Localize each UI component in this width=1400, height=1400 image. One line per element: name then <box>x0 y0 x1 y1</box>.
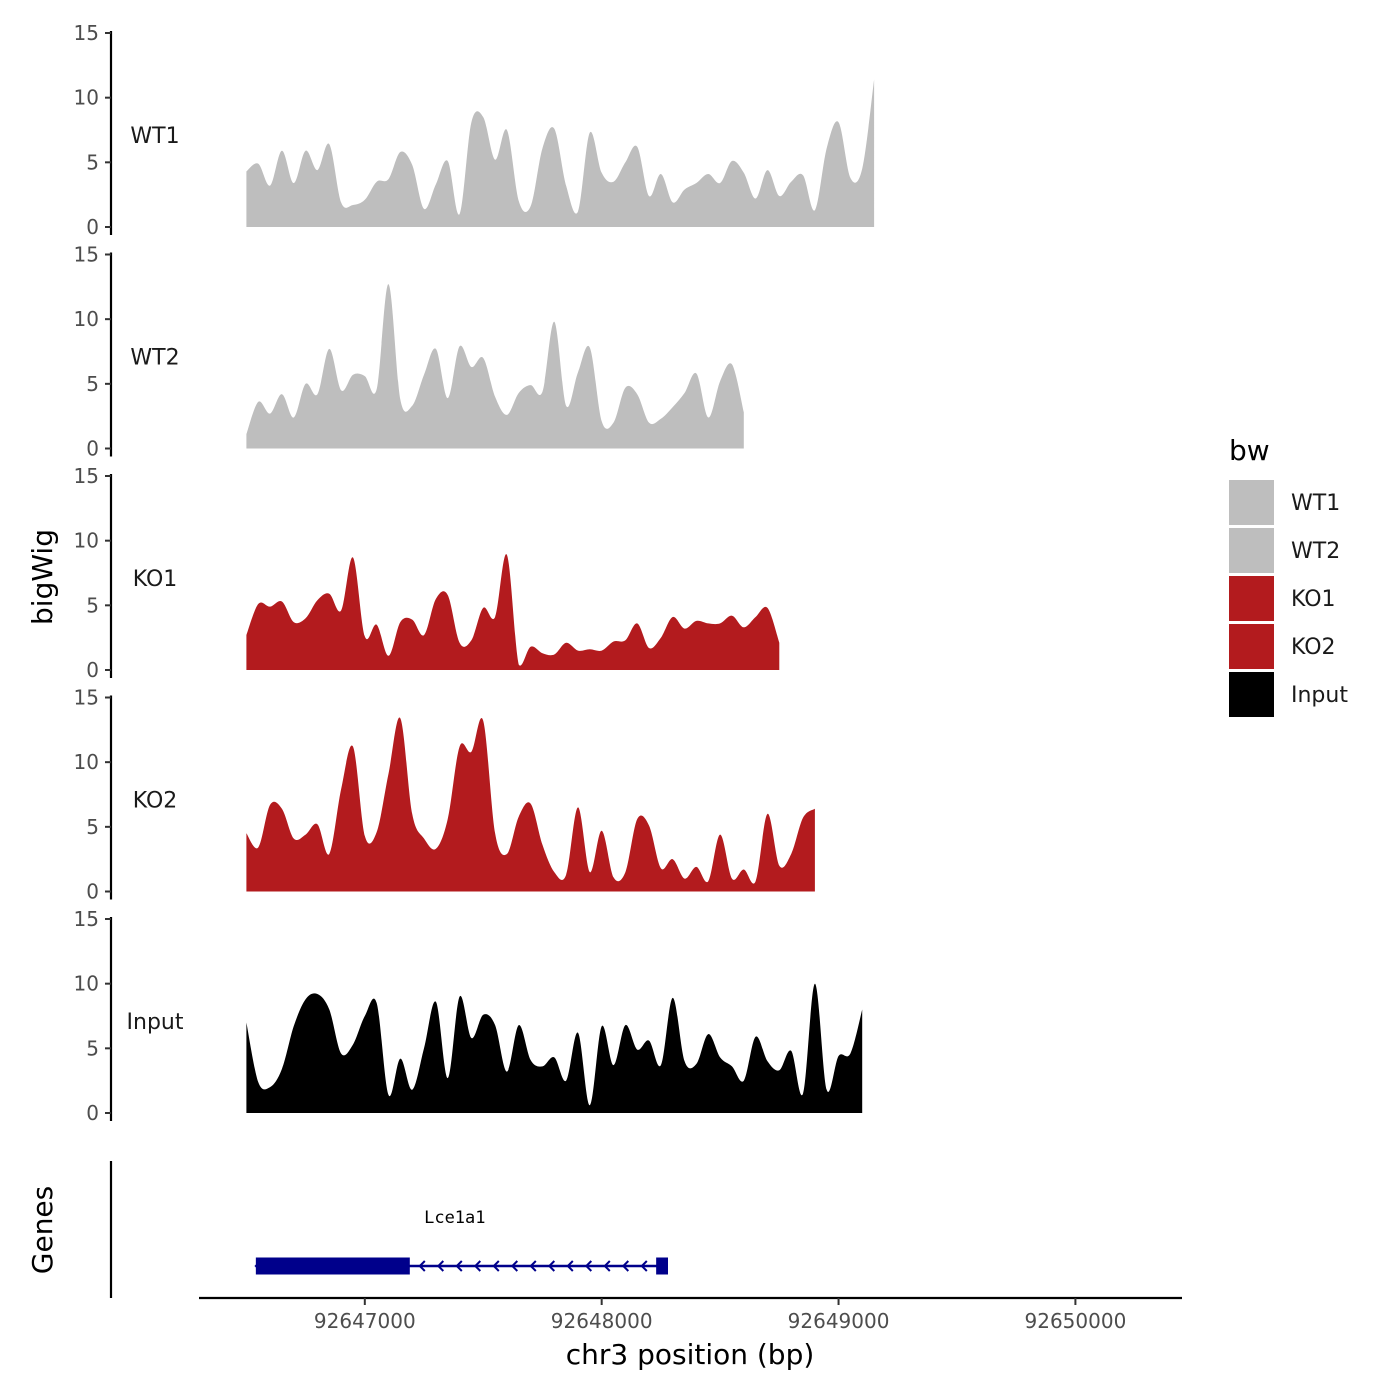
strand-arrow <box>473 1260 482 1272</box>
track-ko1: 0 5 10 15 KO1 <box>74 464 780 682</box>
track-label-ko2: KO2 <box>133 789 178 814</box>
y-tick-label: 0 <box>86 1101 99 1125</box>
legend-label-input: Input <box>1291 683 1348 708</box>
y-tick-label: 5 <box>86 1036 99 1060</box>
x-tick-label: 92648000 <box>551 1309 653 1333</box>
legend-key-ko1 <box>1229 576 1274 621</box>
area-input <box>246 983 863 1113</box>
y-tick-label: 15 <box>74 243 99 267</box>
legend-label-ko1: KO1 <box>1291 587 1336 612</box>
strand-arrow <box>603 1260 611 1272</box>
gene-exon <box>656 1257 668 1275</box>
strand-arrow <box>584 1260 593 1272</box>
y-tick-label: 0 <box>86 215 99 239</box>
area-wt1 <box>246 79 875 227</box>
y-axis-title: bigWig <box>26 529 59 625</box>
strand-arrow <box>640 1260 648 1272</box>
tracks-group: 0 5 10 15 WT1 0 5 10 15 WT2 0 5 10 15 KO1 0 5 10 15 KO2 0 5 10… <box>74 21 875 1125</box>
legend-key-input <box>1229 672 1274 717</box>
track-label-input: Input <box>127 1010 184 1035</box>
track-label-ko1: KO1 <box>133 567 178 592</box>
legend-key-wt2 <box>1229 528 1274 573</box>
x-tick-label: 92650000 <box>1025 1309 1127 1333</box>
y-tick-label: 5 <box>86 372 99 396</box>
gene-panel: Lce1a1 <box>109 1161 668 1298</box>
track-input: 0 5 10 15 Input <box>74 907 863 1125</box>
area-wt2 <box>246 284 744 449</box>
track-ko2: 0 5 10 15 KO2 <box>74 686 815 904</box>
y-tick-label: 5 <box>86 150 99 174</box>
legend: bw WT1 WT2 KO1 KO2 Input <box>1229 434 1348 717</box>
strand-arrow <box>529 1260 537 1272</box>
y-tick-label: 15 <box>74 686 99 710</box>
area-ko1 <box>246 554 780 670</box>
legend-label-wt1: WT1 <box>1291 491 1340 516</box>
y-tick-label: 15 <box>74 464 99 488</box>
track-label-wt1: WT1 <box>130 124 179 149</box>
strand-arrow <box>455 1260 463 1272</box>
y-tick-label: 5 <box>86 815 99 839</box>
strand-arrow <box>566 1260 574 1272</box>
strand-arrow <box>621 1260 630 1272</box>
area-ko2 <box>246 717 815 892</box>
y-tick-label: 10 <box>74 529 99 553</box>
y-tick-label: 10 <box>74 972 99 996</box>
y-tick-label: 10 <box>74 750 99 774</box>
gene-exon <box>255 1257 410 1275</box>
strand-arrow <box>418 1260 426 1272</box>
legend-label-ko2: KO2 <box>1291 635 1336 660</box>
strand-arrow <box>547 1260 556 1272</box>
y-tick-label: 5 <box>86 593 99 617</box>
strand-arrow <box>254 1260 262 1272</box>
x-axis-title: chr3 position (bp) <box>566 1338 815 1371</box>
y-tick-label: 15 <box>74 21 99 45</box>
y-tick-label: 0 <box>86 658 99 682</box>
y-tick-label: 0 <box>86 880 99 904</box>
strand-arrow <box>510 1260 519 1272</box>
x-axis: 92647000 92648000 92649000 92650000 <box>199 1296 1182 1333</box>
y-tick-label: 0 <box>86 437 99 461</box>
genes-axis-title: Genes <box>26 1186 59 1274</box>
gene-model <box>254 1257 668 1275</box>
strand-arrow <box>436 1260 445 1272</box>
track-label-wt2: WT2 <box>130 346 179 371</box>
strand-arrow <box>492 1260 500 1272</box>
y-tick-label: 10 <box>74 86 99 110</box>
x-tick-label: 92649000 <box>788 1309 890 1333</box>
legend-key-ko2 <box>1229 624 1274 669</box>
legend-title: bw <box>1229 434 1270 467</box>
y-tick-label: 15 <box>74 907 99 931</box>
legend-key-wt1 <box>1229 480 1274 525</box>
track-wt2: 0 5 10 15 WT2 <box>74 243 744 461</box>
track-wt1: 0 5 10 15 WT1 <box>74 21 875 239</box>
gene-name-label: Lce1a1 <box>424 1208 485 1228</box>
y-tick-label: 10 <box>74 307 99 331</box>
legend-label-wt2: WT2 <box>1291 539 1340 564</box>
x-tick-label: 92647000 <box>314 1309 416 1333</box>
